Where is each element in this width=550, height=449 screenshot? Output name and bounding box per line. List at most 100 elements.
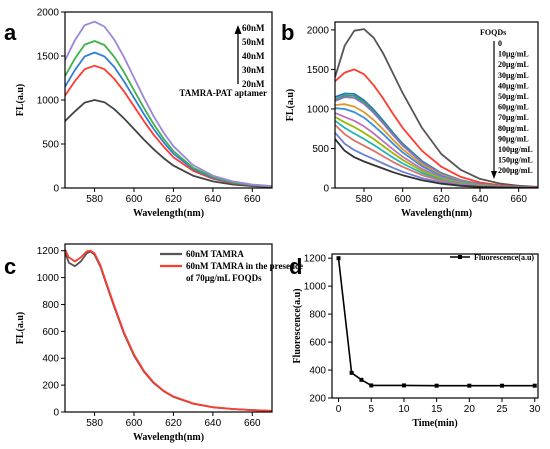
arrow-label-60nM: 60nM bbox=[242, 23, 265, 33]
x-tick-label: 580 bbox=[86, 418, 103, 429]
legend-title: FOQDs bbox=[480, 28, 506, 37]
legend-item-200μg/mL: 200μg/mL bbox=[498, 166, 533, 175]
legend-item-20μg/mL: 20μg/mL bbox=[498, 60, 529, 69]
series-line-30nM bbox=[65, 64, 272, 188]
x-tick-label: 0 bbox=[336, 404, 342, 415]
y-tick-label: 600 bbox=[309, 338, 326, 349]
legend-label: Fluorescence(a.u) bbox=[474, 253, 534, 262]
y-tick-label: 500 bbox=[312, 144, 329, 155]
x-tick-label: 15 bbox=[431, 404, 443, 415]
legend-item-150μg/mL: 150μg/mL bbox=[498, 156, 533, 165]
y-tick-label: 1200 bbox=[304, 254, 327, 265]
y-axis-label: FL(a.u) bbox=[15, 84, 26, 117]
legend-note: TAMRA-PAT aptamer bbox=[179, 88, 267, 98]
series-line-60nM TAMRA in the presence of 70μg/mL FOQDs bbox=[65, 249, 272, 412]
panel-c: 580 600 620 640 660 0 200 400 600 800 1000 1200 Wave… bbox=[15, 243, 303, 443]
x-axis-label: Wavelength(nm) bbox=[401, 208, 472, 219]
legend-item-90μg/mL: 90μg/mL bbox=[498, 134, 529, 143]
data-point bbox=[359, 377, 364, 382]
series-line-10μg/mL bbox=[335, 68, 538, 188]
x-axis-label: Wavelength(nm) bbox=[133, 208, 204, 219]
y-tick-label: 1500 bbox=[307, 65, 330, 76]
data-point bbox=[467, 383, 472, 388]
y-tick-label: 0 bbox=[323, 184, 329, 195]
data-point bbox=[369, 383, 374, 388]
series-line-20nM bbox=[65, 99, 272, 188]
legend-item-50μg/mL: 50μg/mL bbox=[498, 92, 529, 101]
legend-item-60μg/mL: 60μg/mL bbox=[498, 103, 529, 112]
series-line-200μg/mL bbox=[335, 138, 538, 188]
legend-label-2: 60nM TAMRA in the presence of 70μg/mL FOQ… bbox=[186, 261, 303, 283]
x-tick-label: 600 bbox=[126, 418, 143, 429]
x-tick-label: 600 bbox=[394, 194, 411, 205]
legend-item-80μg/mL: 80μg/mL bbox=[498, 124, 529, 133]
panel-a: 580 600 620 640 660 0 500 1000 1500 2000 Wavelengt… bbox=[15, 8, 273, 219]
y-tick-label: 1200 bbox=[37, 246, 60, 257]
y-tick-label: 1000 bbox=[37, 273, 60, 284]
arrow-label-50nM: 50nM bbox=[242, 37, 265, 47]
legend-item-70μg/mL: 70μg/mL bbox=[498, 113, 529, 122]
x-tick-label: 5 bbox=[368, 404, 374, 415]
y-tick-label: 800 bbox=[309, 310, 326, 321]
panel-label-d: d bbox=[289, 254, 302, 279]
series-group bbox=[336, 256, 537, 388]
x-tick-label: 30 bbox=[529, 404, 541, 415]
y-tick-label: 0 bbox=[53, 184, 59, 195]
y-tick-label: 1000 bbox=[37, 96, 60, 107]
series-line-40nM bbox=[65, 51, 272, 188]
concentration-arrow-head bbox=[491, 171, 497, 179]
data-point bbox=[434, 383, 439, 388]
plot-frame bbox=[331, 253, 539, 399]
series-line-Fluorescence(a.u) bbox=[337, 258, 535, 387]
x-tick-label: 640 bbox=[472, 194, 489, 205]
plot-frame bbox=[334, 21, 539, 189]
x-tick-label: 640 bbox=[205, 194, 222, 205]
data-point bbox=[500, 383, 505, 388]
legend-label-2-line1: 60nM TAMRA in the presence bbox=[186, 261, 303, 271]
series-group bbox=[65, 249, 272, 412]
plot-frame bbox=[64, 243, 273, 413]
y-tick-label: 1500 bbox=[37, 52, 60, 63]
series-line-60nM bbox=[65, 20, 272, 187]
y-tick-label: 200 bbox=[42, 381, 59, 392]
y-tick-label: 2000 bbox=[307, 25, 330, 36]
x-axis-label: Wavelength(nm) bbox=[133, 432, 204, 443]
x-tick-label: 580 bbox=[356, 194, 373, 205]
series-line-50nM bbox=[65, 40, 272, 188]
legend-item-10μg/mL: 10μg/mL bbox=[498, 50, 529, 59]
legend-marker bbox=[458, 255, 462, 259]
x-tick-label: 10 bbox=[398, 404, 410, 415]
panel-label-c: c bbox=[4, 254, 16, 279]
y-tick-label: 0 bbox=[53, 408, 59, 419]
legend-item-30μg/mL: 30μg/mL bbox=[498, 71, 529, 80]
y-tick-label: 400 bbox=[309, 366, 326, 377]
concentration-arrow-head bbox=[234, 25, 242, 34]
y-tick-label: 2000 bbox=[37, 8, 60, 19]
legend-label-1: 60nM TAMRA bbox=[186, 249, 244, 259]
x-tick-label: 600 bbox=[126, 194, 143, 205]
y-axis-label: Fluorescence(a.u) bbox=[292, 288, 303, 363]
y-axis-label: FL(a.u) bbox=[285, 89, 296, 122]
x-tick-label: 640 bbox=[205, 418, 222, 429]
y-tick-label: 200 bbox=[309, 394, 326, 405]
series-group bbox=[335, 28, 538, 188]
x-tick-label: 660 bbox=[244, 418, 261, 429]
arrow-label-30nM: 30nM bbox=[242, 65, 265, 75]
series-line-0 bbox=[335, 28, 538, 188]
panel-label-a: a bbox=[4, 20, 17, 45]
x-tick-label: 20 bbox=[464, 404, 476, 415]
arrow-label-20nM: 20nM bbox=[242, 79, 265, 89]
y-tick-label: 1000 bbox=[304, 282, 327, 293]
data-point bbox=[532, 383, 537, 388]
panel-b: 580 600 620 640 660 0 500 1000 1500 2000 Wavelengt… bbox=[285, 21, 539, 219]
y-axis-label: FL(a.u) bbox=[15, 312, 26, 345]
series-group bbox=[65, 20, 272, 188]
legend-item-0: 0 bbox=[498, 39, 502, 48]
x-tick-label: 660 bbox=[244, 194, 261, 205]
panel-d: 0 5 10 15 20 25 30 200 400 600 800 1000 1200 Time(min… bbox=[292, 253, 541, 429]
chart-panels: 580 600 620 640 6600500100015002000Wavelengt… bbox=[15, 8, 541, 444]
x-tick-label: 620 bbox=[165, 194, 182, 205]
y-tick-label: 400 bbox=[42, 354, 59, 365]
panel-label-b: b bbox=[281, 20, 294, 45]
legend-item-100μg/mL: 100μg/mL bbox=[498, 145, 533, 154]
